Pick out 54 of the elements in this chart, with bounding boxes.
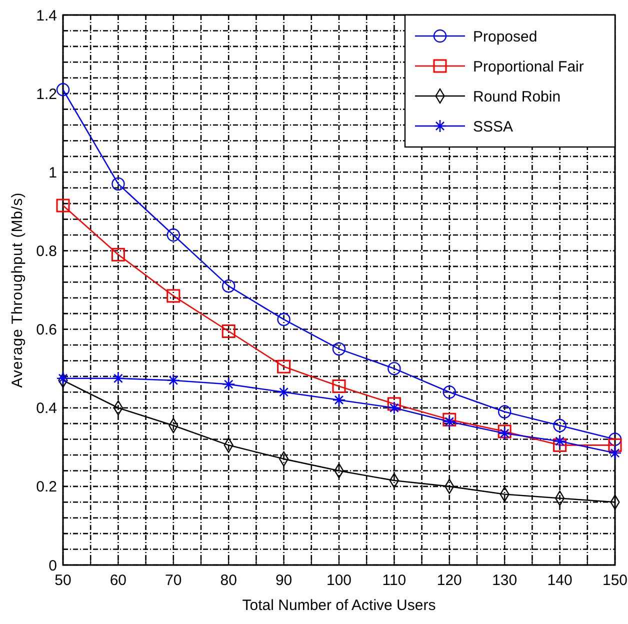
x-tick-label: 100	[326, 572, 352, 589]
y-tick-label: 0.8	[36, 242, 57, 260]
point	[277, 385, 290, 399]
point	[608, 438, 622, 452]
point	[332, 380, 346, 393]
x-tick-label: 120	[436, 572, 462, 589]
x-tick-label: 150	[602, 572, 628, 589]
y-tick-label: 0.4	[36, 400, 57, 418]
point	[277, 360, 291, 374]
point	[332, 393, 346, 407]
y-tick-label: 0.2	[36, 478, 57, 496]
point	[498, 405, 512, 418]
legend-label: Round Robin	[473, 88, 561, 106]
y-tick-label: 0	[48, 557, 57, 574]
x-tick-label: 80	[220, 572, 237, 589]
point	[56, 83, 70, 96]
point	[387, 397, 401, 411]
point	[166, 289, 180, 303]
point	[166, 228, 180, 242]
point	[222, 324, 236, 338]
x-tick-label: 50	[54, 572, 72, 589]
legend-label: Proposed	[473, 28, 538, 46]
point	[332, 342, 346, 356]
y-tick-label: 1	[48, 164, 57, 182]
point	[388, 401, 401, 415]
point	[553, 418, 566, 432]
x-tick-label: 130	[492, 572, 518, 589]
x-axis-title: Total Number of Active Users	[242, 597, 436, 614]
y-axis-title: Average Throughput (Mb/s)	[9, 192, 26, 388]
x-tick-label: 70	[165, 572, 182, 589]
point	[111, 248, 125, 262]
legend-label: SSSA	[473, 118, 514, 136]
point	[553, 434, 566, 448]
y-tick-label: 1.4	[36, 7, 57, 24]
legend-label: Proportional Fair	[473, 58, 584, 76]
x-tick-label: 90	[275, 572, 292, 589]
point	[112, 177, 125, 191]
point	[222, 378, 236, 391]
point	[222, 279, 236, 293]
point	[608, 432, 622, 446]
point	[388, 362, 401, 376]
point	[442, 386, 456, 399]
x-tick-label: 110	[382, 572, 406, 589]
point	[56, 372, 70, 386]
point	[608, 446, 622, 460]
y-tick-label: 0.6	[36, 322, 57, 339]
x-tick-label: 140	[547, 572, 572, 589]
point	[112, 372, 125, 386]
y-tick-label: 1.2	[36, 86, 57, 103]
point	[553, 438, 567, 452]
point	[56, 198, 70, 212]
x-tick-label: 60	[110, 572, 127, 589]
point	[166, 374, 180, 388]
point	[277, 312, 290, 326]
